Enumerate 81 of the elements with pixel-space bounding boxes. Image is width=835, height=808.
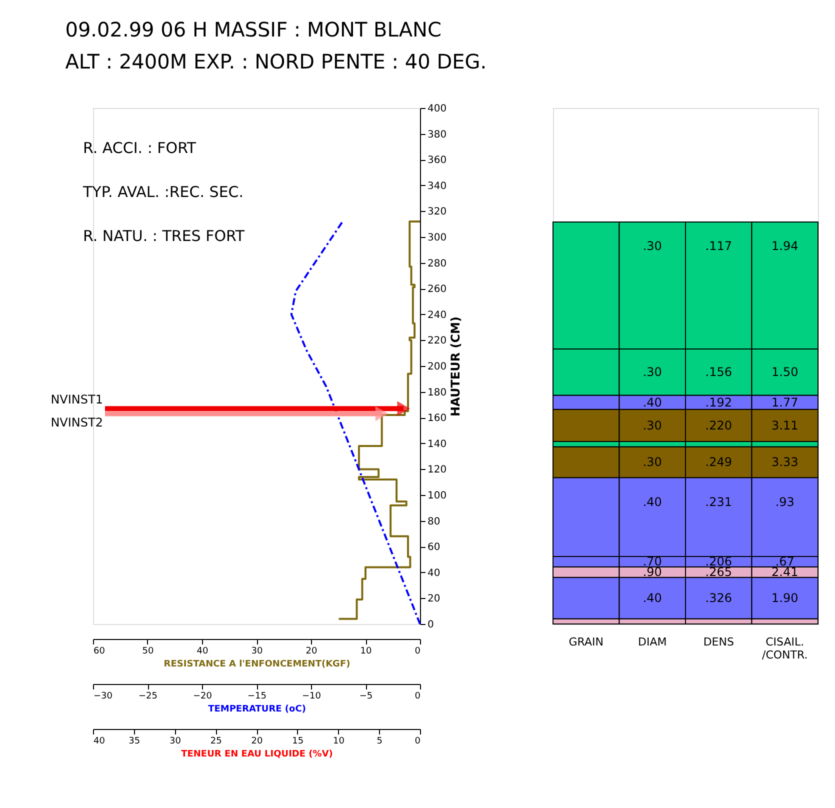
y-axis-title: HAUTEUR (CM) — [448, 316, 463, 416]
text: TENEUR EN EAU LIQUIDE (%V) — [181, 750, 333, 760]
annotation: TYP. AVAL. :REC. SEC. — [82, 183, 244, 201]
y-tick-label: 140 — [428, 438, 447, 450]
x2-tick-label: −20 — [193, 692, 212, 702]
annotation: R. ACCI. : FORT — [83, 139, 197, 157]
line-series — [338, 220, 421, 620]
x2-tick-label: −25 — [138, 692, 158, 702]
annotation: NVINST2 — [50, 416, 103, 430]
text: 10 — [333, 736, 345, 746]
annotation: .156 — [705, 365, 732, 380]
x2-tick-label: −10 — [302, 692, 322, 702]
annotation: .30 — [642, 365, 662, 380]
y-tick-label: 340 — [428, 180, 447, 192]
annotation: 1.50 — [772, 365, 798, 380]
x-tick-label: 20 — [306, 646, 318, 656]
annotation: .192 — [705, 395, 732, 410]
x-tick-label: 40 — [196, 646, 208, 656]
x2-tick-label: −30 — [94, 692, 113, 702]
chart-subtitle: ALT : 2400M EXP. : NORD PENTE : 40 DEG. — [65, 50, 487, 74]
y-tick-label: 240 — [428, 310, 447, 321]
text: 30 — [170, 736, 182, 746]
annotation: .326 — [705, 591, 732, 606]
annotation: 3.33 — [772, 455, 798, 470]
x-tick-label: DIAM — [638, 636, 667, 648]
x2-axis-title: TEMPERATURE (oC) — [208, 704, 306, 714]
annotation: .117 — [705, 239, 732, 254]
x-tick-label: 10 — [360, 646, 372, 656]
y-tick-label: 280 — [428, 258, 447, 270]
annotation: NVINST1 — [50, 392, 103, 407]
annotation: .220 — [705, 418, 732, 432]
x-axis-title: RESISTANCE A l'ENFONCEMENT(KGF) — [164, 660, 350, 670]
text: 0 — [414, 736, 421, 746]
x-tick-label: GRAIN — [568, 636, 604, 648]
annotation: 1.94 — [772, 239, 798, 254]
x2-tick-label: −15 — [248, 692, 266, 702]
y-tick-label: 120 — [428, 464, 447, 476]
y-tick-label: 100 — [428, 490, 447, 502]
y-tick-label: 300 — [428, 232, 447, 244]
y-tick-label: 180 — [428, 387, 447, 398]
annotation: .40 — [642, 591, 662, 606]
x2-tick-label: 0 — [414, 692, 421, 702]
text: 15 — [292, 736, 304, 746]
x-tick-label: 30 — [251, 646, 263, 656]
x2-tick-label: −5 — [359, 692, 373, 702]
text: 20 — [251, 736, 263, 746]
annotation: R. NATU. : TRES FORT — [83, 227, 246, 245]
x-tick-label: 60 — [94, 646, 106, 656]
annotation: .249 — [705, 455, 732, 470]
annotation: .30 — [642, 418, 662, 432]
text: 5 — [376, 736, 382, 746]
annotation: .40 — [642, 494, 662, 509]
text: 35 — [128, 736, 140, 746]
y-tick-label: 80 — [428, 516, 440, 528]
annotation: 3.11 — [772, 418, 798, 432]
annotation: .30 — [642, 455, 662, 470]
x-tick-label: 50 — [142, 646, 154, 656]
annotation: .30 — [642, 239, 662, 254]
y-tick-label: 200 — [428, 362, 447, 372]
y-tick-label: 260 — [428, 284, 447, 296]
y-tick-label: 360 — [428, 155, 447, 166]
chart-title: 09.02.99 06 H MASSIF : MONT BLANC — [65, 18, 442, 42]
x-tick-label: DENS — [703, 636, 734, 648]
x-tick-label: 0 — [414, 646, 421, 656]
y-tick-label: 160 — [428, 413, 447, 424]
y-tick-label: 220 — [428, 336, 447, 347]
y-tick-label: 40 — [428, 568, 440, 579]
y-tick-label: 400 — [428, 104, 447, 114]
annotation: 1.77 — [772, 395, 798, 410]
x-tick-label: CISAIL. /CONTR. — [762, 636, 808, 662]
y-tick-label: 320 — [428, 206, 447, 218]
annotation: 1.90 — [772, 591, 798, 606]
annotation: .93 — [775, 494, 794, 509]
annotation: .231 — [705, 494, 732, 509]
text: 25 — [210, 736, 222, 746]
y-tick-label: 380 — [428, 129, 447, 140]
y-tick-label: 20 — [428, 594, 440, 605]
text: 40 — [94, 736, 106, 746]
y-tick-label: 0 — [428, 620, 434, 630]
y-tick-label: 60 — [428, 542, 440, 554]
annotation: .40 — [642, 395, 662, 410]
